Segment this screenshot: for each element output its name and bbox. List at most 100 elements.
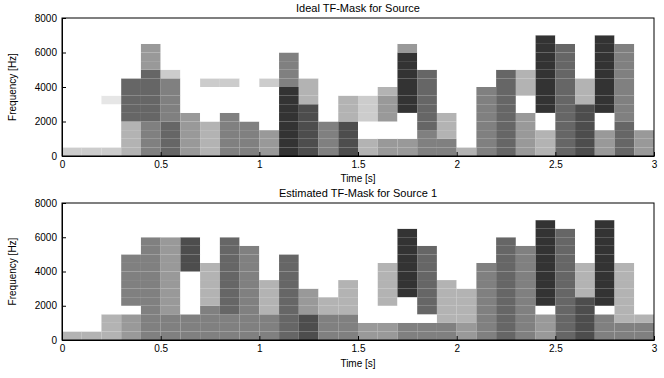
mask-cell — [397, 272, 417, 281]
mask-cell — [417, 323, 437, 332]
mask-cell — [536, 18, 556, 27]
mask-cell — [259, 314, 279, 323]
mask-cell — [319, 96, 339, 105]
mask-cell — [575, 130, 595, 139]
mask-cell — [536, 272, 556, 281]
mask-cell — [536, 203, 556, 212]
mask-cell — [82, 314, 102, 323]
mask-cell — [200, 70, 220, 79]
mask-cell — [417, 237, 437, 246]
mask-cell — [240, 87, 260, 96]
x-tick: 3 — [652, 336, 658, 354]
mask-cell — [319, 130, 339, 139]
mask-cell — [319, 314, 339, 323]
mask-cell — [378, 272, 398, 281]
x-tick: 2 — [454, 336, 460, 354]
mask-cell — [180, 297, 200, 306]
mask-cell — [200, 280, 220, 289]
mask-cell — [319, 61, 339, 70]
mask-cell — [220, 78, 240, 87]
mask-cell — [457, 220, 477, 229]
mask-cell — [536, 78, 556, 87]
mask-cell — [141, 113, 161, 122]
panel: 00.511.522.5302000400060008000Ideal TF-M… — [7, 2, 658, 184]
mask-cell — [319, 237, 339, 246]
mask-cell — [516, 44, 536, 53]
mask-cell — [161, 122, 181, 131]
y-tick-mark — [62, 53, 66, 54]
mask-cell — [555, 147, 575, 156]
mask-cell — [615, 130, 635, 139]
mask-cell — [200, 229, 220, 238]
y-tick: 4000 — [35, 82, 66, 93]
mask-cell — [496, 113, 516, 122]
mask-cell — [319, 44, 339, 53]
mask-cell — [397, 70, 417, 79]
x-axis: 00.511.522.53 — [60, 336, 658, 354]
x-tick: 2.5 — [549, 152, 563, 170]
mask-cell — [161, 263, 181, 272]
mask-cell — [220, 130, 240, 139]
mask-cell — [259, 272, 279, 281]
mask-cell — [121, 147, 141, 156]
mask-cell — [101, 323, 121, 332]
mask-cell — [62, 203, 82, 212]
mask-cell — [615, 212, 635, 221]
mask-cell — [240, 113, 260, 122]
mask-cell — [358, 70, 378, 79]
mask-cell — [536, 263, 556, 272]
mask-cell — [161, 289, 181, 298]
mask-cell — [240, 96, 260, 105]
mask-cell — [496, 254, 516, 263]
mask-cell — [476, 44, 496, 53]
x-tick-mark — [555, 152, 556, 156]
mask-cell — [634, 27, 654, 36]
mask-cell — [259, 212, 279, 221]
mask-cell — [378, 203, 398, 212]
mask-cell — [555, 27, 575, 36]
mask-cell — [319, 272, 339, 281]
mask-cell — [62, 18, 82, 27]
mask-cell — [358, 44, 378, 53]
mask-cell — [397, 297, 417, 306]
mask-cell — [82, 53, 102, 62]
mask-cell — [299, 323, 319, 332]
mask-cell — [299, 96, 319, 105]
mask-cell — [417, 87, 437, 96]
mask-cell — [634, 35, 654, 44]
mask-cell — [259, 139, 279, 148]
mask-cell — [634, 104, 654, 113]
mask-cell — [121, 139, 141, 148]
mask-cell — [62, 87, 82, 96]
mask-cell — [279, 220, 299, 229]
mask-cell — [634, 289, 654, 298]
mask-cell — [378, 331, 398, 340]
mask-cell — [180, 280, 200, 289]
mask-cell — [575, 147, 595, 156]
mask-cell — [496, 272, 516, 281]
mask-cell — [121, 254, 141, 263]
mask-cell — [62, 237, 82, 246]
cells — [62, 18, 654, 156]
mask-cell — [378, 113, 398, 122]
mask-cell — [319, 78, 339, 87]
mask-cell — [220, 229, 240, 238]
x-axis-line — [63, 340, 655, 341]
mask-cell — [200, 263, 220, 272]
mask-cell — [82, 212, 102, 221]
mask-cell — [615, 289, 635, 298]
mask-cell — [516, 113, 536, 122]
mask-cell — [378, 61, 398, 70]
mask-cell — [299, 237, 319, 246]
mask-cell — [299, 203, 319, 212]
mask-cell — [101, 61, 121, 70]
x-tick: 1.5 — [352, 336, 366, 354]
mask-cell — [555, 306, 575, 315]
mask-cell — [319, 306, 339, 315]
mask-cell — [536, 70, 556, 79]
mask-cell — [496, 18, 516, 27]
mask-cell — [457, 44, 477, 53]
mask-cell — [82, 297, 102, 306]
mask-cell — [516, 314, 536, 323]
x-tick: 1 — [257, 152, 263, 170]
